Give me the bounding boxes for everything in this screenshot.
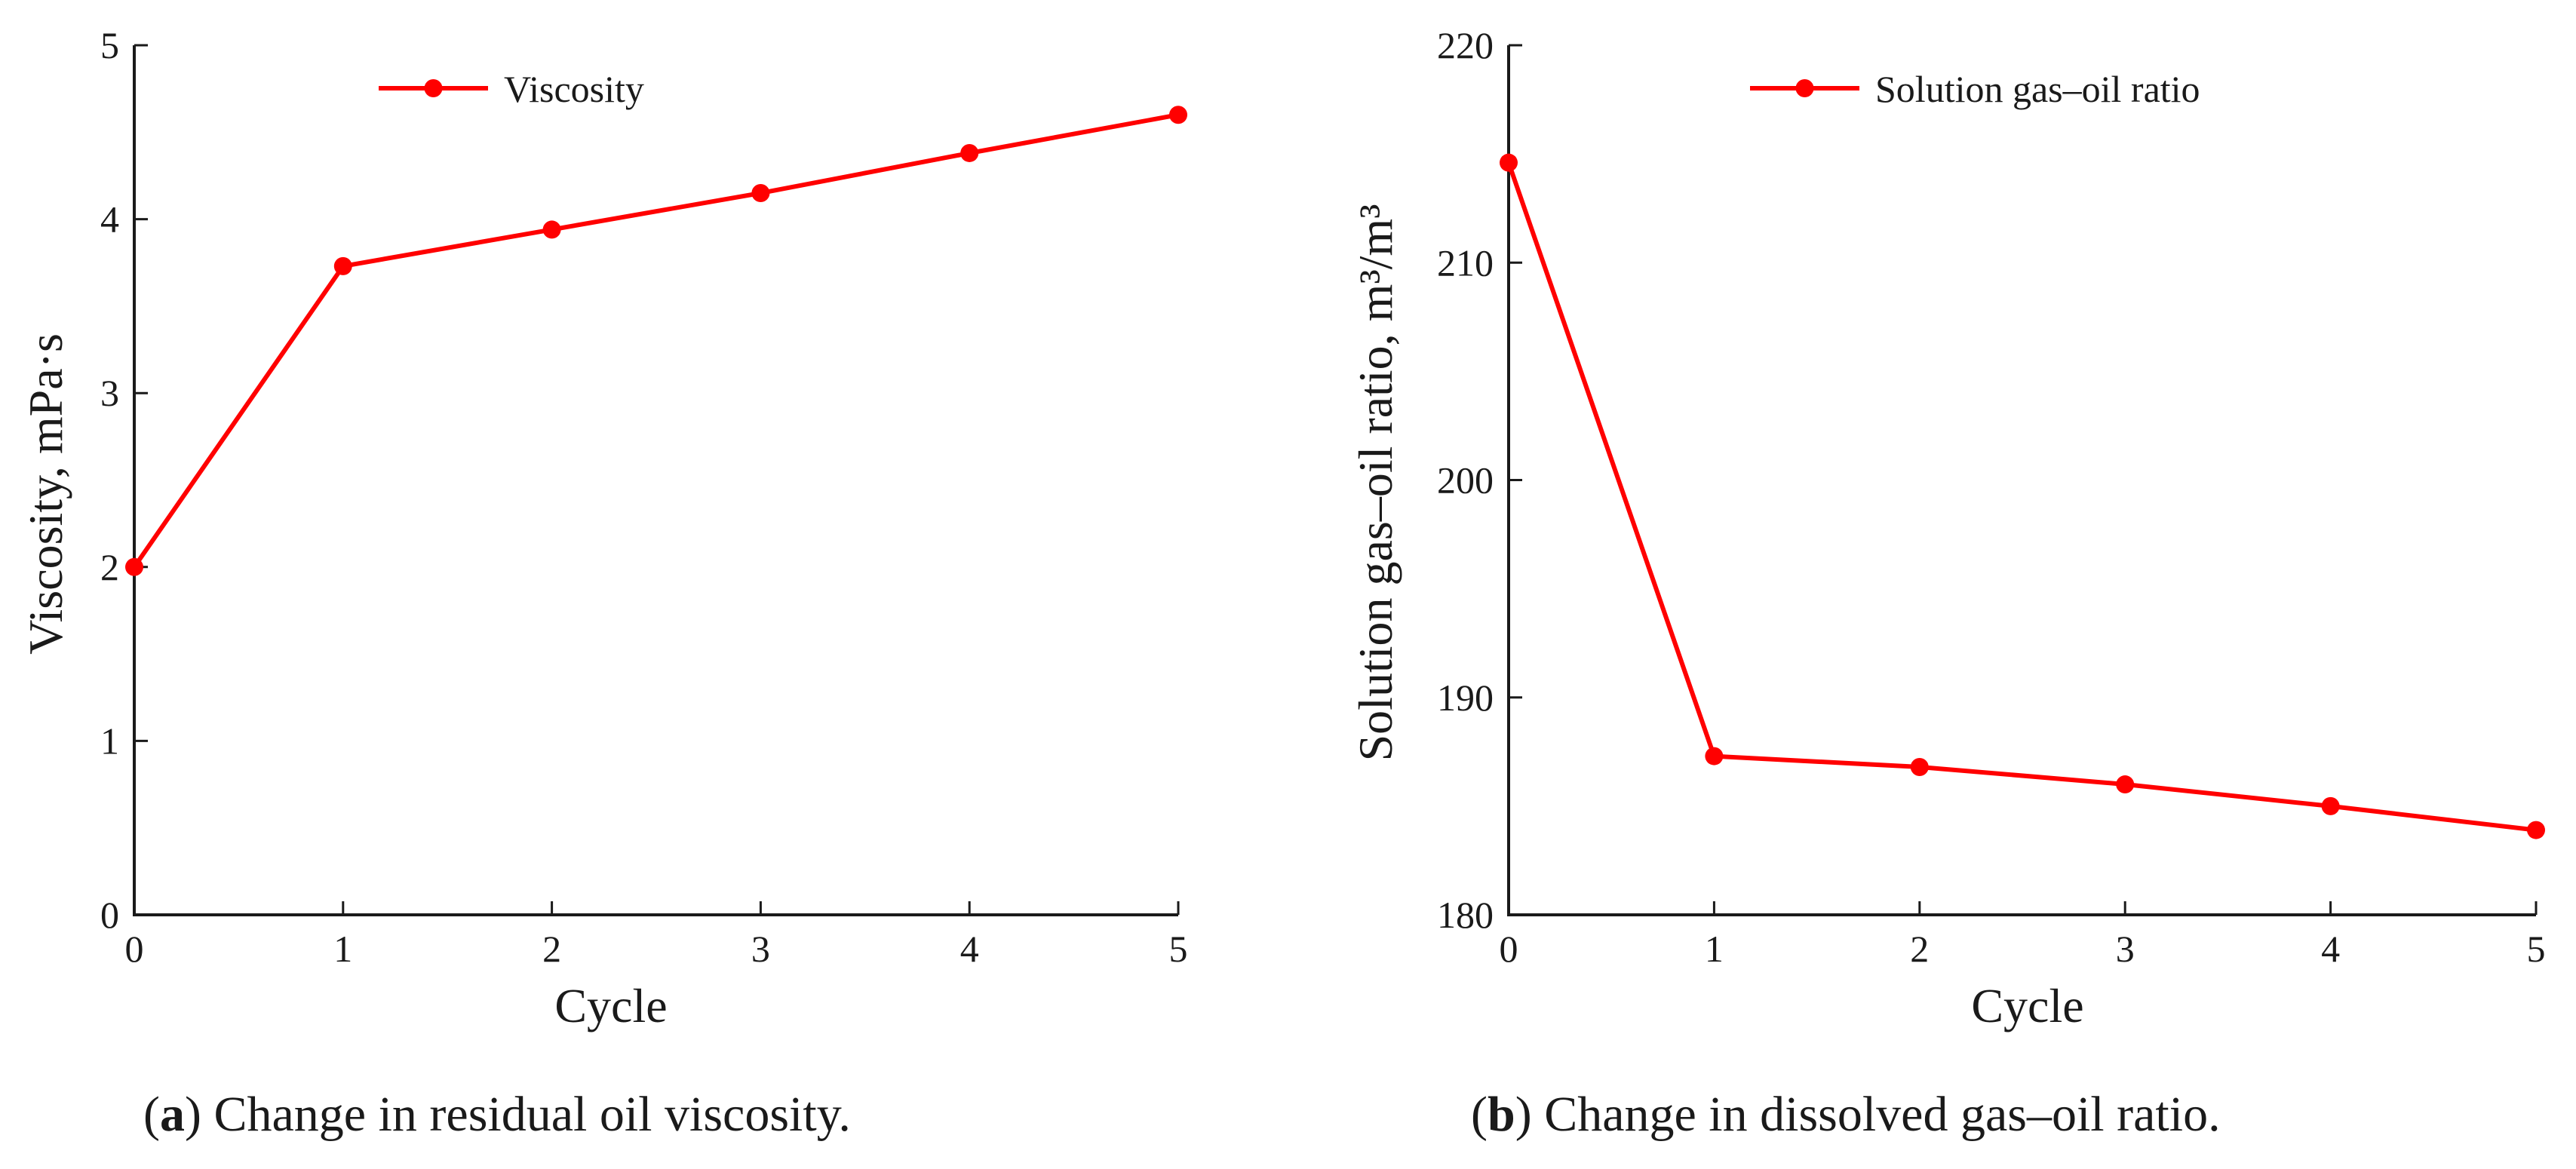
- x-tick-label-b: 5: [2527, 928, 2546, 970]
- series-line-b: [1506, 161, 2537, 833]
- data-point-a: [333, 256, 352, 275]
- data-point-b: [1705, 747, 1724, 766]
- y-tick-label-a: 0: [100, 894, 119, 936]
- y-tick-label-a: 4: [100, 198, 119, 241]
- data-point-b: [2116, 775, 2135, 794]
- data-point-b: [2527, 821, 2545, 839]
- x-tick-label-a: 0: [125, 928, 144, 970]
- caption-a: (a) Change in residual oil viscosity.: [143, 1087, 851, 1142]
- y-axis-title-a: Viscosity, mPa·s: [19, 333, 72, 655]
- x-tick-label-a: 3: [751, 928, 770, 970]
- legend-b-label: Solution gas–oil ratio: [1875, 68, 2200, 110]
- x-tick-label-a: 5: [1169, 928, 1188, 970]
- x-tick-label-a: 1: [333, 928, 352, 970]
- caption-a-text: Change in residual oil viscosity.: [201, 1087, 851, 1142]
- x-tick-label-b: 0: [1500, 928, 1518, 970]
- data-point-a: [751, 184, 770, 203]
- y-tick-label-a: 1: [100, 720, 119, 762]
- legend-marker-b: [1795, 79, 1814, 97]
- data-point-a: [1169, 106, 1187, 124]
- caption-b-letter: b: [1487, 1087, 1515, 1142]
- caption-b: (b) Change in dissolved gas–oil ratio.: [1471, 1087, 2221, 1142]
- y-tick-label-b: 190: [1437, 677, 1494, 719]
- series-line-a: [132, 112, 1179, 569]
- data-point-b: [1910, 757, 1929, 776]
- x-axis-title-a: Cycle: [554, 979, 667, 1032]
- x-tick-label-a: 2: [542, 928, 561, 970]
- y-tick-label-a: 5: [100, 24, 119, 66]
- x-axis-title-b: Cycle: [1971, 979, 2083, 1032]
- chart-viscosity: Viscosity Cycle Viscosity, mPa·s 0 1 2 3 4 5 0…: [19, 24, 1188, 1032]
- y-tick-label-b: 210: [1437, 241, 1494, 284]
- x-tick-label-a: 4: [960, 928, 979, 970]
- y-axis-title-b-text: Solution gas–oil ratio, m³/m³: [1349, 204, 1402, 762]
- y-tick-label-b: 180: [1437, 894, 1494, 936]
- y-axis-title-b: Solution gas–oil ratio, m³/m³: [1349, 204, 1402, 762]
- data-point-a: [125, 557, 143, 576]
- data-point-a: [960, 143, 979, 162]
- legend-marker-a: [424, 79, 443, 97]
- legend-a-label: Viscosity: [504, 68, 644, 110]
- x-tick-label-b: 2: [1910, 928, 1929, 970]
- caption-b-text: Change in dissolved gas–oil ratio.: [1531, 1087, 2221, 1142]
- data-point-b: [1500, 153, 1518, 172]
- chart-gas-oil-ratio: Solution gas–oil ratio Cycle Solution ga…: [1349, 24, 2546, 1032]
- x-tick-label-b: 4: [2321, 928, 2340, 970]
- y-tick-label-b: 220: [1437, 24, 1494, 66]
- y-tick-label-a: 2: [100, 546, 119, 588]
- data-point-a: [542, 220, 561, 239]
- x-tick-label-b: 1: [1705, 928, 1724, 970]
- data-point-b: [2321, 796, 2340, 815]
- x-tick-label-b: 3: [2116, 928, 2135, 970]
- y-tick-label-a: 3: [100, 372, 119, 414]
- y-tick-label-b: 200: [1437, 459, 1494, 502]
- caption-a-letter: a: [159, 1087, 185, 1142]
